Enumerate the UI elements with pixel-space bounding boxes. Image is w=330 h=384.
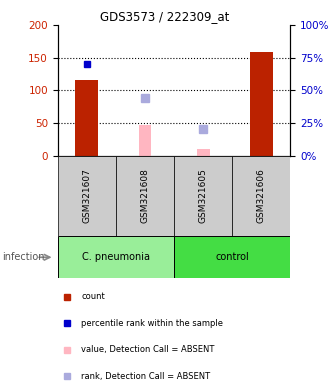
Bar — [75, 81, 98, 156]
Bar — [232, 156, 290, 236]
Text: count: count — [81, 292, 105, 301]
Bar — [197, 149, 210, 156]
Text: GSM321606: GSM321606 — [257, 169, 266, 223]
Text: GSM321605: GSM321605 — [199, 169, 208, 223]
Bar — [174, 236, 290, 278]
Bar — [250, 52, 273, 156]
Text: GDS3573 / 222309_at: GDS3573 / 222309_at — [100, 10, 230, 23]
Bar — [116, 156, 174, 236]
Text: rank, Detection Call = ABSENT: rank, Detection Call = ABSENT — [81, 372, 210, 381]
Text: value, Detection Call = ABSENT: value, Detection Call = ABSENT — [81, 345, 214, 354]
Bar — [174, 156, 232, 236]
Text: control: control — [215, 252, 249, 262]
Text: percentile rank within the sample: percentile rank within the sample — [81, 319, 223, 328]
Text: C. pneumonia: C. pneumonia — [82, 252, 150, 262]
Text: infection: infection — [2, 252, 44, 262]
Text: GSM321607: GSM321607 — [82, 169, 91, 223]
Bar — [139, 125, 151, 156]
Bar — [58, 236, 174, 278]
Bar — [58, 156, 116, 236]
Text: GSM321608: GSM321608 — [141, 169, 149, 223]
